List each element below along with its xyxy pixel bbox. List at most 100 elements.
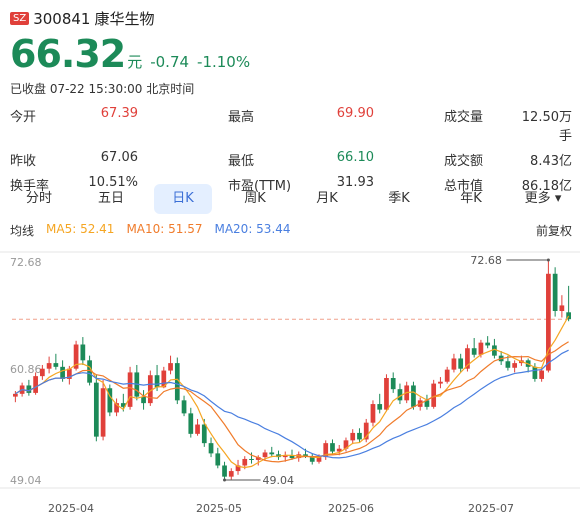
candlestick-chart[interactable]: 72.68 60.86 49.04 2025-04 2025-05 2025-0… bbox=[0, 248, 580, 517]
stock-header: SZ 300841 康华生物 bbox=[10, 8, 154, 29]
candle-body bbox=[222, 465, 227, 477]
candle bbox=[141, 390, 146, 410]
tab-daily-k[interactable]: 日K bbox=[154, 184, 212, 214]
candle-body bbox=[546, 273, 551, 371]
candle-body bbox=[451, 358, 457, 370]
candle-body bbox=[66, 368, 72, 379]
candle-body bbox=[424, 400, 430, 407]
candle-body bbox=[168, 363, 173, 371]
candle-body bbox=[26, 385, 32, 393]
price-row: 66.32 元 -0.74 -1.10% bbox=[10, 32, 250, 76]
stat-label: 昨收 bbox=[10, 154, 37, 169]
candle bbox=[451, 353, 457, 373]
candle-body bbox=[201, 424, 207, 444]
candle bbox=[384, 374, 389, 412]
stat-label: 今开 bbox=[10, 110, 37, 125]
stat-value: 67.06 bbox=[100, 150, 138, 165]
candle bbox=[566, 285, 571, 322]
candle-body bbox=[87, 360, 92, 383]
period-tabs: 分时 五日 日K 周K 月K 季K 年K 更多 ▾ bbox=[10, 184, 572, 214]
tab-quarterly-k[interactable]: 季K bbox=[388, 191, 410, 206]
candle-body bbox=[114, 403, 119, 413]
candle-body bbox=[444, 369, 450, 382]
candle-body bbox=[154, 375, 160, 388]
candle bbox=[73, 340, 79, 371]
ma5-line bbox=[15, 315, 570, 469]
candle bbox=[147, 370, 153, 406]
candle bbox=[134, 364, 140, 401]
market-badge: SZ bbox=[10, 12, 30, 25]
candle-body bbox=[485, 342, 491, 346]
tab-five-day[interactable]: 五日 bbox=[97, 191, 124, 206]
candle bbox=[444, 366, 450, 384]
candle-body bbox=[316, 457, 322, 462]
candle-body bbox=[478, 342, 484, 355]
ma5-label: MA5: 52.41 bbox=[46, 222, 115, 236]
tab-intraday[interactable]: 分时 bbox=[25, 191, 52, 206]
candle-body bbox=[141, 396, 146, 404]
stat-label: 成交量 bbox=[444, 110, 484, 125]
candle bbox=[174, 357, 180, 405]
candle-body bbox=[188, 413, 194, 434]
candle-body bbox=[120, 403, 126, 407]
candle bbox=[485, 336, 491, 349]
chevron-down-icon: ▾ bbox=[554, 191, 562, 206]
adjust-mode-button[interactable]: 前复权 bbox=[535, 224, 572, 238]
ma-legend: 均线 MA5: 52.41 MA10: 51.57 MA20: 53.44 前复… bbox=[10, 222, 572, 239]
candle bbox=[471, 337, 477, 358]
candle bbox=[235, 459, 241, 475]
candle bbox=[222, 461, 227, 480]
candle-body bbox=[431, 383, 437, 407]
candle-body bbox=[309, 456, 315, 462]
low-marker-dot bbox=[223, 478, 227, 482]
stat-label: 市盈(TTM) bbox=[228, 179, 292, 194]
candle-body bbox=[147, 375, 153, 404]
candle-body bbox=[357, 432, 362, 440]
candle bbox=[330, 439, 335, 455]
candle-body bbox=[384, 378, 389, 410]
ma10-line bbox=[15, 341, 569, 463]
candle-body bbox=[330, 443, 335, 452]
candle-body bbox=[242, 458, 248, 466]
candle-body bbox=[13, 393, 18, 397]
stat-value: 8.43亿 bbox=[530, 154, 572, 169]
candle bbox=[13, 391, 18, 403]
stat-value: 12.50万手 bbox=[521, 110, 572, 144]
candle-body bbox=[465, 348, 470, 369]
x-tick-label: 2025-05 bbox=[196, 502, 242, 515]
candle bbox=[168, 355, 173, 375]
candle-body bbox=[336, 448, 342, 452]
candle bbox=[282, 451, 288, 462]
market-status: 已收盘 07-22 15:30:00 北京时间 bbox=[10, 82, 195, 96]
stat-value: 67.39 bbox=[100, 106, 138, 121]
candle-body bbox=[215, 453, 221, 466]
candle bbox=[100, 379, 106, 441]
candle bbox=[161, 366, 167, 389]
candle bbox=[370, 400, 376, 427]
ma10-label: MA10: 51.57 bbox=[126, 222, 203, 236]
candle bbox=[424, 394, 430, 410]
candle bbox=[114, 398, 119, 417]
tab-yearly-k[interactable]: 年K bbox=[460, 191, 482, 206]
high-marker-label: 72.68 bbox=[470, 254, 502, 267]
tab-monthly-k[interactable]: 月K bbox=[316, 191, 338, 206]
candle-body bbox=[411, 385, 416, 407]
candle bbox=[195, 418, 200, 436]
stat-value: 31.93 bbox=[336, 175, 374, 190]
candle bbox=[80, 337, 86, 365]
candle-body bbox=[289, 455, 295, 459]
candle bbox=[357, 428, 362, 443]
tab-more[interactable]: 更多 ▾ bbox=[514, 184, 572, 214]
candle bbox=[208, 437, 214, 458]
candle-body bbox=[505, 361, 511, 368]
stat-label: 总市值 bbox=[444, 179, 484, 194]
candle-body bbox=[377, 404, 383, 410]
x-tick-label: 2025-06 bbox=[328, 502, 374, 515]
candle-body bbox=[539, 370, 544, 379]
ma-title: 均线 bbox=[10, 224, 35, 238]
candle bbox=[181, 395, 187, 417]
candle-body bbox=[350, 432, 356, 441]
candle-body bbox=[73, 344, 79, 369]
tab-weekly-k[interactable]: 周K bbox=[244, 191, 266, 206]
candle bbox=[532, 363, 538, 382]
